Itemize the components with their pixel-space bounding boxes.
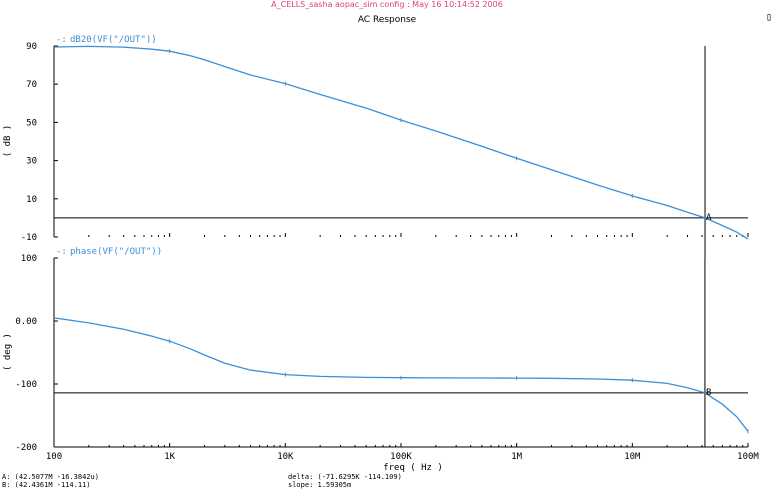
phase-legend-label: phase(VF("/OUT")): [70, 247, 162, 257]
freq-x-tick-label: 100: [46, 452, 62, 462]
gain-y-tick-label: 70: [26, 80, 37, 90]
gain-legend-glyph: -:: [56, 35, 67, 45]
slope-readout: slope: 1.59305m: [288, 481, 352, 489]
phase-y-axis-label: ( deg ): [3, 333, 13, 371]
freq-x-axis-label: freq ( Hz ): [383, 463, 443, 473]
gain-y-tick-label: 30: [26, 157, 37, 167]
gain-marker-label: A: [706, 213, 712, 223]
window-title: AC Response: [357, 15, 417, 25]
phase-marker-label: B: [706, 388, 711, 398]
delta-readout: delta: (-71.6295K -114.109): [288, 473, 402, 481]
phase-y-tick-label: -200: [15, 443, 37, 453]
phase-y-tick-label: -100: [15, 380, 37, 390]
gain-y-axis-label: ( dB ): [3, 125, 13, 158]
phase-series-line: [53, 317, 749, 432]
phase-y-tick-label: 0.00: [15, 317, 37, 327]
session-title: A_CELLS_sasha aopac_sim config : May 16 …: [271, 0, 503, 9]
gain-legend-label: dB20(VF("/OUT")): [70, 35, 157, 45]
freq-x-tick-label: 1K: [164, 452, 175, 462]
freq-x-tick-label: 10K: [277, 452, 294, 462]
gain-y-tick-label: 90: [26, 42, 37, 52]
gain-series-line: [53, 45, 749, 240]
window-corner-icon[interactable]: ▯: [765, 12, 772, 23]
gain-y-tick-label: 10: [26, 195, 37, 205]
gain-y-tick-label: 50: [26, 118, 37, 128]
freq-x-tick-label: 100M: [737, 452, 759, 462]
freq-x-tick-label: 100K: [390, 452, 412, 462]
gain-y-tick-label: -10: [21, 233, 37, 243]
phase-legend-glyph: -:: [56, 247, 67, 257]
marker-a-readout: A: (42.5077M -16.3842u): [2, 473, 99, 481]
freq-x-tick-label: 10M: [624, 452, 641, 462]
phase-y-tick-label: 100: [21, 254, 37, 264]
marker-b-readout: B: (42.4361M -114.11): [2, 481, 91, 489]
freq-x-tick-label: 1M: [511, 452, 522, 462]
